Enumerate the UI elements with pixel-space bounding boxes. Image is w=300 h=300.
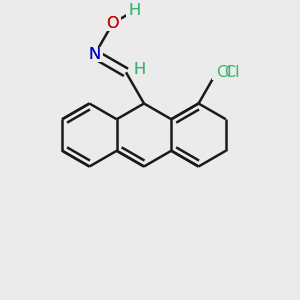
Text: Cl: Cl	[216, 65, 232, 80]
Text: N: N	[89, 47, 101, 62]
Text: Cl: Cl	[224, 65, 240, 80]
FancyBboxPatch shape	[105, 16, 121, 31]
FancyBboxPatch shape	[212, 65, 236, 80]
Text: H: H	[129, 3, 141, 18]
Text: O: O	[106, 16, 119, 31]
Text: H: H	[134, 62, 146, 77]
Text: H: H	[134, 62, 146, 77]
Text: N: N	[89, 47, 101, 62]
FancyBboxPatch shape	[87, 47, 103, 62]
FancyBboxPatch shape	[131, 62, 148, 77]
FancyBboxPatch shape	[126, 3, 143, 18]
Text: H: H	[129, 3, 141, 18]
Text: O: O	[106, 16, 119, 31]
